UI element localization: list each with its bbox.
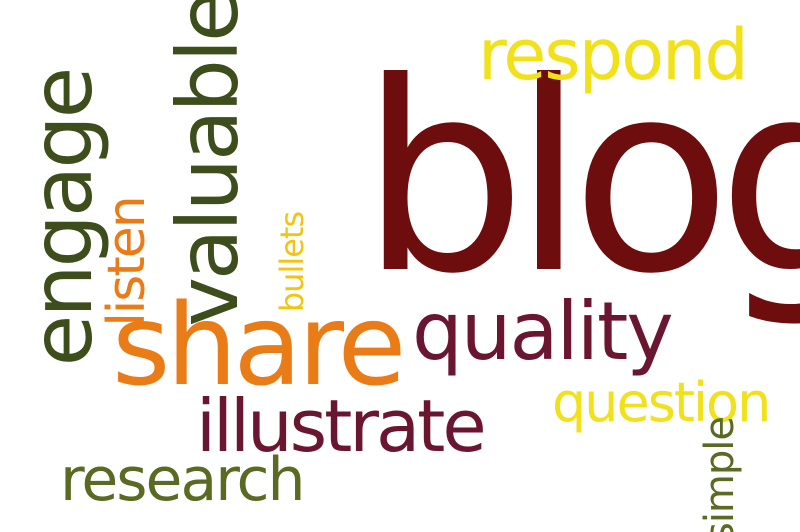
word-respond: respond [478,14,749,96]
word-simple: simple [697,416,743,532]
word-illustrate: illustrate [196,384,487,468]
word-question: question [552,371,771,434]
word-quality: quality [412,285,674,378]
word-research: research [60,445,306,515]
word-share: share [112,281,406,411]
word-blog: blog [360,26,800,331]
word-engage: engage [13,69,111,367]
word-valuable: valuable [159,0,257,327]
